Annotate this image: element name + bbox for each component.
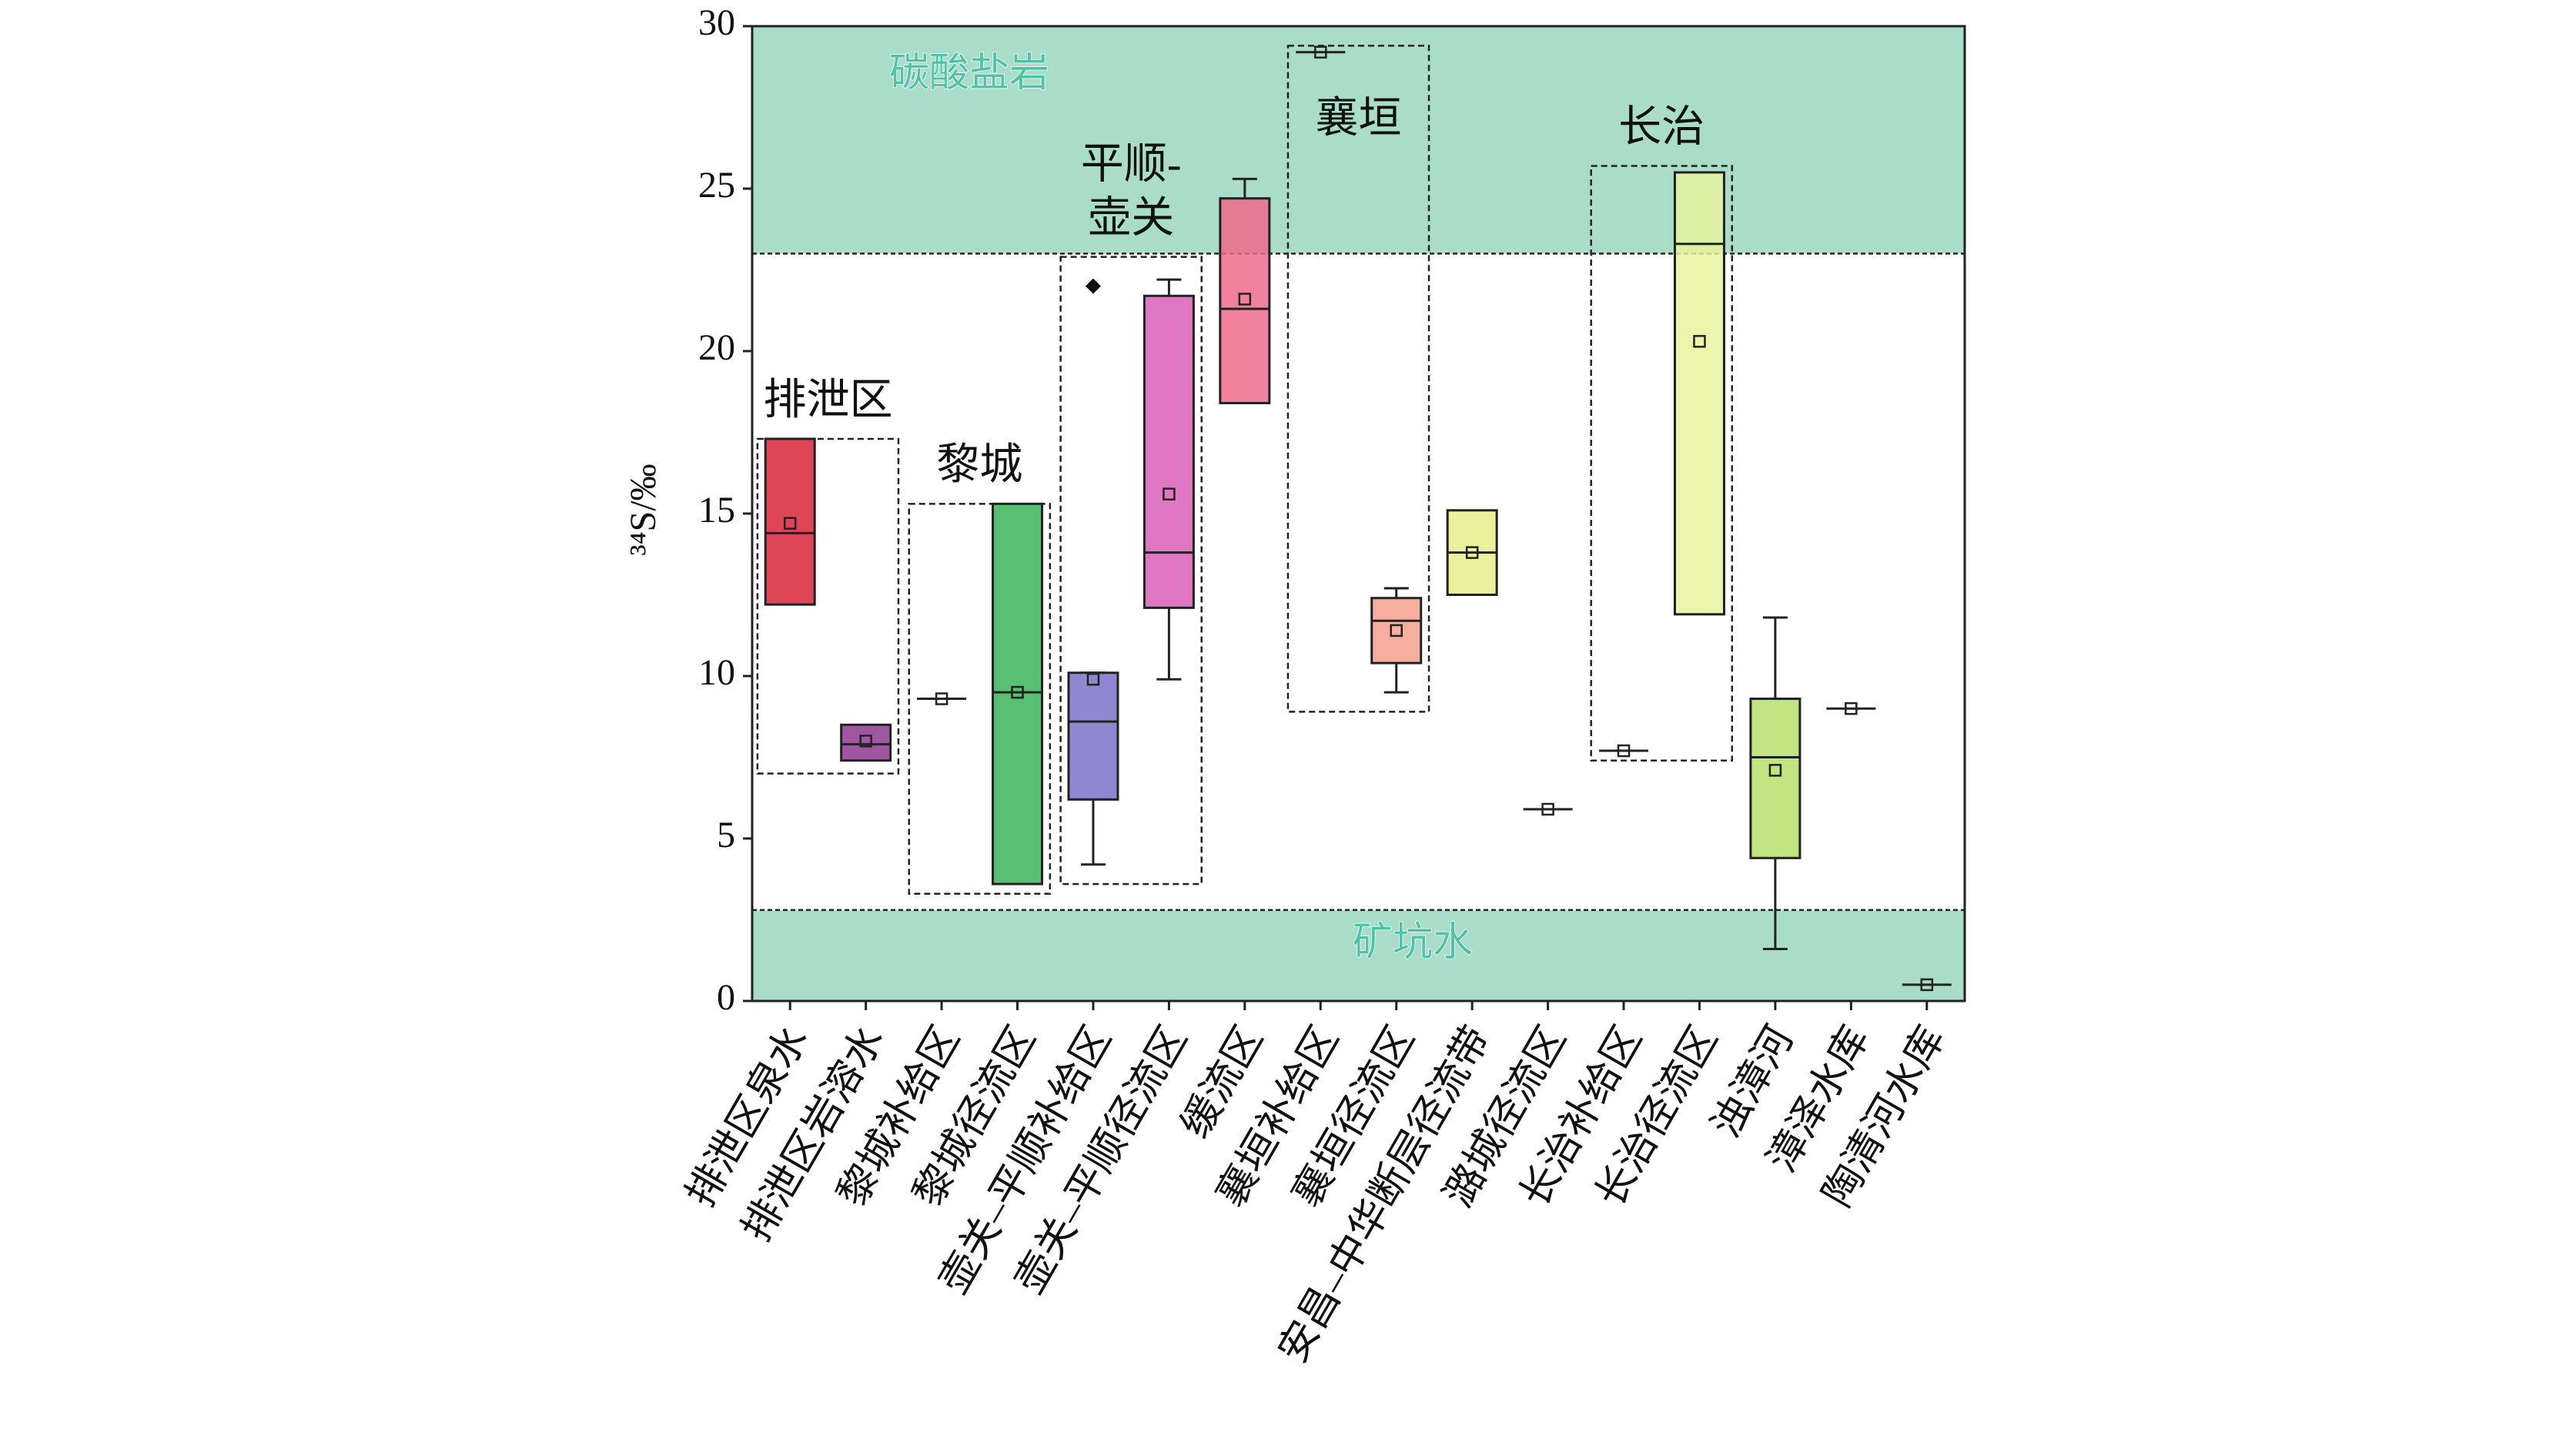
mean-marker bbox=[935, 692, 948, 705]
group-label: 排泄区 bbox=[763, 377, 892, 424]
band-label: 碳酸盐岩 bbox=[889, 52, 1049, 95]
y-tick-label: 15 bbox=[698, 490, 735, 531]
box bbox=[1067, 671, 1119, 801]
group-label: 壶关 bbox=[1088, 194, 1174, 242]
y-axis-label: ³⁴S/‰ bbox=[623, 464, 664, 555]
box bbox=[1749, 698, 1802, 859]
y-tick-label: 30 bbox=[698, 2, 735, 43]
y-tick-label: 5 bbox=[717, 815, 735, 855]
y-tick-label: 20 bbox=[698, 327, 735, 368]
y-tick-label: 25 bbox=[698, 165, 735, 206]
mean-marker bbox=[1693, 335, 1706, 348]
band bbox=[752, 26, 1965, 254]
box bbox=[992, 502, 1044, 885]
group-box bbox=[1059, 256, 1203, 885]
mean-marker bbox=[1238, 293, 1252, 306]
box bbox=[1673, 171, 1725, 616]
box bbox=[840, 723, 892, 762]
mean-marker bbox=[1768, 764, 1782, 777]
group-label: 襄垣 bbox=[1316, 95, 1402, 142]
group-label: 平顺- bbox=[1081, 140, 1182, 188]
outlier bbox=[1085, 278, 1101, 294]
mean-marker bbox=[1011, 685, 1024, 699]
box bbox=[1370, 597, 1423, 664]
mean-marker bbox=[1465, 546, 1479, 559]
group-box bbox=[908, 503, 1052, 895]
mean-marker bbox=[1541, 802, 1554, 816]
mean-marker bbox=[1920, 978, 1934, 992]
group-box bbox=[1590, 165, 1734, 762]
band-label: 矿坑水 bbox=[1353, 921, 1473, 965]
mean-marker bbox=[1314, 45, 1327, 59]
mean-marker bbox=[1617, 744, 1631, 758]
box bbox=[1219, 197, 1271, 405]
mean-marker bbox=[1390, 624, 1403, 638]
box bbox=[1142, 294, 1195, 609]
group-label: 长治 bbox=[1618, 103, 1705, 151]
mean-marker bbox=[1086, 672, 1100, 686]
mean-marker bbox=[1845, 701, 1858, 715]
group-box bbox=[756, 437, 900, 775]
group-box bbox=[1286, 45, 1430, 713]
mean-marker bbox=[859, 735, 872, 748]
band bbox=[752, 909, 1965, 1001]
box bbox=[764, 437, 816, 606]
mean-marker bbox=[783, 517, 797, 530]
y-tick-label: 10 bbox=[698, 652, 735, 693]
y-tick-label: 0 bbox=[717, 977, 735, 1018]
group-label: 黎城 bbox=[936, 441, 1022, 489]
mean-marker bbox=[1163, 487, 1176, 500]
